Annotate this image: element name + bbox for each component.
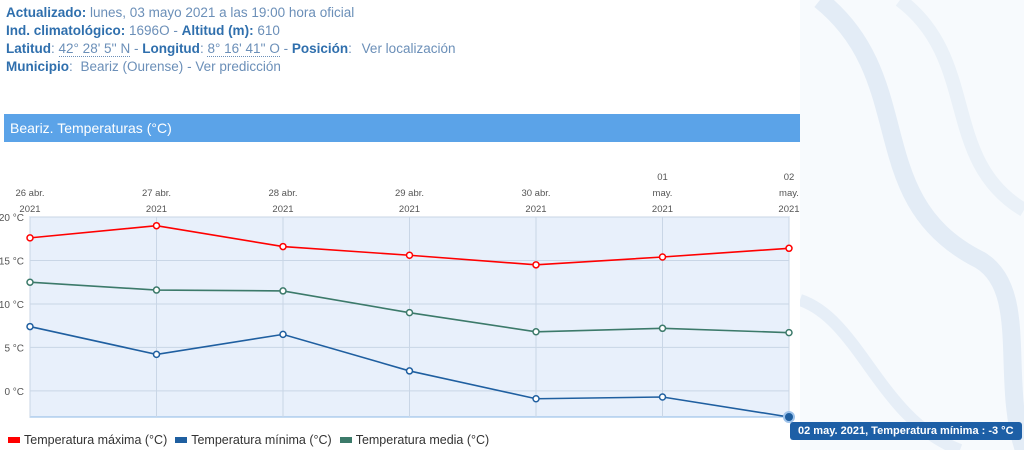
data-point: [532, 394, 540, 403]
data-point: [279, 287, 287, 295]
legend-item-max[interactable]: Temperatura máxima (°C): [8, 433, 167, 447]
legend-label-min: Temperatura mínima (°C): [191, 433, 332, 447]
municipality-value: Beariz (Ourense): [80, 59, 184, 74]
y-tick-label: 5 °C: [4, 343, 24, 354]
legend-item-media[interactable]: Temperatura media (°C): [339, 433, 490, 447]
x-tick-label: 2021: [652, 204, 673, 215]
data-point: [152, 286, 161, 294]
highlighted-point: [783, 411, 795, 423]
longitude-label: Longitud: [142, 41, 200, 56]
legend-label-media: Temperatura media (°C): [355, 433, 490, 447]
y-tick-label: 0 °C: [4, 387, 24, 398]
latitude-label: Latitud: [6, 41, 51, 56]
temperature-chart: 20 °C 15 °C 10 °C 5 °C 0 °C 26 abr. 2021 27 abr…: [0, 172, 800, 423]
x-tick-label: 2021: [272, 204, 293, 215]
x-tick-label: 2021: [399, 204, 420, 215]
chart-tooltip: 02 may. 2021, Temperatura mínima : -3 °C: [790, 422, 1022, 440]
legend-swatch-media: [339, 437, 352, 443]
x-tick-label: 2021: [19, 204, 40, 215]
x-tick-label: 29 abr.: [395, 188, 424, 199]
data-point: [658, 324, 667, 333]
x-tick-label: 2021: [778, 204, 799, 215]
x-tick-label: may.: [653, 188, 673, 199]
legend-item-min[interactable]: Temperatura mínima (°C): [175, 433, 332, 447]
x-tick-label: 2021: [146, 204, 167, 215]
chart-legend: Temperatura máxima (°C) Temperatura míni…: [8, 433, 497, 447]
data-point: [26, 278, 34, 286]
data-point: [152, 350, 161, 359]
legend-swatch-max: [8, 437, 20, 443]
coordinates-row: Latitud: 42° 28' 5'' N - Longitud: 8° 16…: [6, 41, 456, 57]
data-point: [279, 330, 287, 339]
legend-swatch-min: [175, 437, 188, 443]
data-point: [785, 328, 793, 337]
updated-row: Actualizado: lunes, 03 mayo 2021 a las 1…: [6, 5, 355, 20]
updated-label: Actualizado: [6, 5, 82, 20]
data-point: [405, 308, 414, 317]
position-label: Posición: [291, 41, 349, 56]
data-point: [532, 261, 540, 269]
legend-label-max: Temperatura máxima (°C): [24, 433, 168, 447]
data-point: [26, 322, 34, 331]
latitude-value: 42° 28' 5'' N: [58, 41, 131, 57]
y-tick-label: 20 °C: [0, 213, 24, 224]
climate-index-label: Ind. climatológico: [6, 23, 121, 38]
municipality-row: Municipio: Beariz (Ourense) - Ver predic…: [6, 59, 281, 74]
updated-value: lunes, 03 mayo 2021 a las 19:00 hora ofi…: [90, 5, 355, 20]
x-tick-label: 30 abr.: [521, 188, 550, 199]
data-point: [658, 253, 667, 261]
show-location-link[interactable]: Ver localización: [361, 41, 456, 56]
altitude-label: Altitud (m): [181, 23, 250, 38]
data-point: [405, 251, 414, 260]
x-tick-label: 28 abr.: [268, 188, 297, 199]
y-tick-label: 10 °C: [0, 300, 24, 311]
data-point: [658, 393, 667, 401]
x-tick-label: 27 abr.: [142, 188, 171, 199]
data-point: [279, 242, 287, 251]
x-tick-label: 01: [657, 172, 668, 183]
y-tick-label: 15 °C: [0, 256, 24, 267]
show-forecast-link[interactable]: Ver predicción: [195, 59, 281, 74]
x-tick-label: 02: [784, 172, 795, 183]
data-point: [26, 234, 34, 242]
background-decoration: [800, 0, 1024, 450]
x-tick-label: may.: [779, 188, 799, 199]
data-point: [405, 367, 414, 375]
data-point: [152, 221, 161, 230]
data-point: [785, 244, 793, 253]
climate-index-row: Ind. climatológico: 1696O - Altitud (m):…: [6, 23, 280, 38]
x-tick-label: 2021: [525, 204, 546, 215]
municipality-label: Municipio: [6, 59, 69, 74]
chart-panel-title: Beariz. Temperaturas (°C): [4, 114, 800, 142]
x-tick-label: 26 abr.: [15, 188, 44, 199]
altitude-value: 610: [257, 23, 280, 38]
data-point: [532, 328, 540, 336]
climate-index-value: 1696O: [129, 23, 170, 38]
station-info: Actualizado: lunes, 03 mayo 2021 a las 1…: [6, 4, 455, 76]
longitude-value: 8° 16' 41'' O: [207, 41, 280, 57]
